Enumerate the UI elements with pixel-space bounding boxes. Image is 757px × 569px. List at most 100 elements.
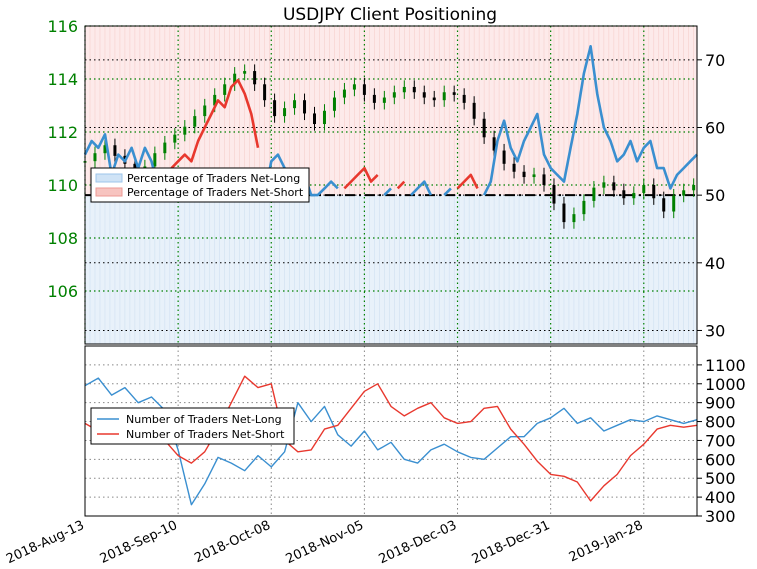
price-candle <box>462 94 466 103</box>
price-candle <box>592 187 596 201</box>
price-candle <box>672 195 676 212</box>
price-candle <box>173 134 177 143</box>
price-candle <box>293 100 297 109</box>
x-tick-label: 2018-Oct-08 <box>192 518 273 566</box>
price-candle <box>622 190 626 199</box>
right-tick-label: 40 <box>705 254 725 273</box>
price-candle <box>183 126 187 135</box>
count-net-long-line <box>84 377 698 506</box>
price-candle <box>552 185 556 204</box>
price-candle <box>213 94 217 106</box>
price-candle <box>223 84 227 95</box>
price-candle <box>632 192 636 199</box>
price-candle <box>602 182 606 188</box>
price-candle <box>103 145 107 154</box>
count-net-short-line <box>84 375 698 502</box>
legend-label-net-short: Percentage of Traders Net-Short <box>127 186 304 199</box>
price-candle <box>163 142 167 154</box>
price-candle <box>542 174 546 185</box>
net-short-percentage-line <box>170 78 260 170</box>
net-long-percentage-line <box>410 180 433 197</box>
top-panel-border <box>84 25 698 345</box>
price-candle <box>93 153 97 162</box>
chart-title: USDJPY Client Positioning <box>283 5 497 25</box>
price-candle <box>203 105 207 117</box>
bottom-tick-label: 1100 <box>705 356 746 375</box>
net-short-shade <box>85 26 697 196</box>
bottom-tick-label: 400 <box>705 488 736 507</box>
net-long-percentage-line <box>443 187 452 197</box>
left-tick-label: 114 <box>47 70 78 89</box>
left-tick-label: 110 <box>47 176 78 195</box>
x-axis-ticks: 2018-Aug-13 2018-Sep-10 2018-Oct-08 2018-No… <box>4 518 645 567</box>
bottom-tick-label: 500 <box>705 469 736 488</box>
price-candle <box>522 171 526 178</box>
x-tick-label: 2018-Sep-10 <box>98 518 180 567</box>
price-candle <box>342 89 346 98</box>
price-candle <box>562 203 566 223</box>
bottom-legend: Number of Traders Net-Long Number of Tra… <box>90 407 295 445</box>
legend-label-net-long: Percentage of Traders Net-Long <box>127 172 300 185</box>
x-tick-label: 2018-Nov-05 <box>284 518 366 567</box>
net-long-percentage-line <box>482 44 698 196</box>
bottom-legend-box <box>90 407 295 445</box>
bottom-panel-border <box>84 345 698 517</box>
price-candle <box>482 118 486 138</box>
price-candle <box>612 182 616 191</box>
price-candle <box>233 73 237 85</box>
price-candle <box>253 71 257 85</box>
top-legend: Percentage of Traders Net-Long Percentag… <box>90 167 310 203</box>
bottom-tick-label: 900 <box>705 394 736 413</box>
price-candle <box>322 110 326 125</box>
price-candle <box>313 113 316 125</box>
price-candle <box>472 102 476 119</box>
x-tick-label: 2018-Dec-31 <box>470 518 553 567</box>
x-tick-label: 2018-Aug-13 <box>4 518 87 567</box>
price-candle <box>243 71 247 74</box>
price-candle <box>303 100 307 114</box>
net-long-percentage-line <box>83 133 166 197</box>
price-candle <box>412 86 416 93</box>
price-candle <box>422 92 426 98</box>
price-candle <box>263 84 267 101</box>
price-candle <box>352 84 356 90</box>
x-tick-label: 2018-Dec-03 <box>377 518 460 567</box>
price-candle <box>432 97 436 101</box>
right-tick-label: 30 <box>705 321 725 340</box>
bottom-panel-series <box>84 375 698 506</box>
net-short-percentage-line <box>343 166 379 190</box>
price-candle <box>642 185 646 193</box>
left-tick-label: 116 <box>47 17 78 36</box>
price-candle <box>652 185 656 199</box>
price-candle <box>502 150 506 164</box>
price-candle <box>283 108 287 117</box>
left-tick-label: 108 <box>47 229 78 248</box>
price-candle <box>512 163 516 172</box>
net-short-percentage-line <box>456 173 479 190</box>
net-long-shade <box>85 195 697 344</box>
price-candle <box>332 97 336 111</box>
left-tick-label: 112 <box>47 123 78 142</box>
price-candle <box>452 92 456 95</box>
price-candle <box>362 84 366 95</box>
top-panel: 106 108 110 112 114 116 30 40 50 60 70 Percentage… <box>47 17 725 345</box>
price-candle <box>692 185 696 191</box>
bottom-tick-label: 300 <box>705 507 736 526</box>
left-axis-ticks: 106 108 110 112 114 116 <box>47 17 78 301</box>
price-candle <box>682 190 686 196</box>
net-short-percentage-line <box>396 180 406 190</box>
price-candle <box>572 214 576 223</box>
bottom-tick-label: 800 <box>705 413 736 432</box>
price-candle <box>662 198 666 212</box>
legend-label-count-short: Number of Traders Net-Short <box>126 428 285 441</box>
left-tick-label: 106 <box>47 282 78 301</box>
net-long-percentage-line <box>383 187 392 197</box>
right-tick-label: 70 <box>705 51 725 70</box>
price-candle <box>153 153 157 167</box>
right-tick-label: 60 <box>705 118 725 137</box>
top-panel-series <box>83 44 698 229</box>
right-axis-ticks: 30 40 50 60 70 <box>697 51 725 340</box>
price-candle <box>273 100 277 117</box>
